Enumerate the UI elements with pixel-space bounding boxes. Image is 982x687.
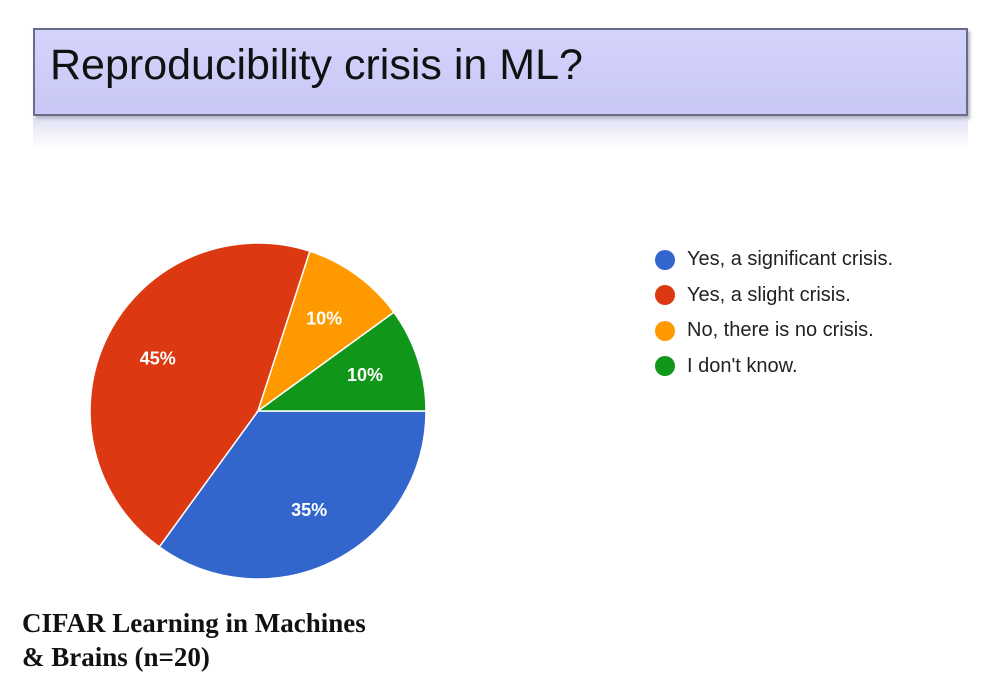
legend-item-no-crisis: No, there is no crisis.	[655, 313, 893, 349]
legend-item-slight-crisis: Yes, a slight crisis.	[655, 278, 893, 314]
chart-legend: Yes, a significant crisis. Yes, a slight…	[655, 242, 893, 384]
legend-marker	[655, 356, 675, 377]
source-caption-line-1: CIFAR Learning in Machines	[22, 608, 366, 638]
pie-slice-slight-crisis	[89, 242, 311, 548]
legend-marker	[655, 285, 675, 306]
legend-label: Yes, a slight crisis.	[687, 283, 851, 306]
legend-marker	[655, 320, 675, 341]
legend-label: Yes, a significant crisis.	[687, 248, 894, 271]
legend-marker	[655, 249, 675, 270]
pie-slice-no-crisis	[256, 250, 395, 413]
source-caption-line-2: & Brains (n=20)	[22, 642, 210, 672]
pie-slice-dont-know	[255, 311, 427, 412]
slice-data-label: 10%	[306, 309, 342, 329]
slice-data-label: 35%	[291, 500, 327, 520]
slide-title-bar: Reproducibility crisis in ML?	[33, 28, 968, 116]
title-reflection	[33, 118, 968, 148]
pie-slice-significant-crisis	[158, 410, 427, 580]
legend-label: I don't know.	[687, 354, 798, 377]
pie-slices	[89, 242, 427, 580]
legend-item-significant-crisis: Yes, a significant crisis.	[655, 242, 893, 278]
slide-title: Reproducibility crisis in ML?	[50, 41, 583, 89]
source-caption: CIFAR Learning in Machines & Brains (n=2…	[22, 606, 366, 674]
legend-item-dont-know: I don't know.	[655, 349, 893, 385]
slice-data-label: 10%	[347, 365, 383, 385]
slice-data-label: 45%	[140, 349, 176, 369]
pie-labels: 35% 45% 10% 10%	[140, 309, 383, 520]
legend-label: No, there is no crisis.	[687, 319, 874, 342]
